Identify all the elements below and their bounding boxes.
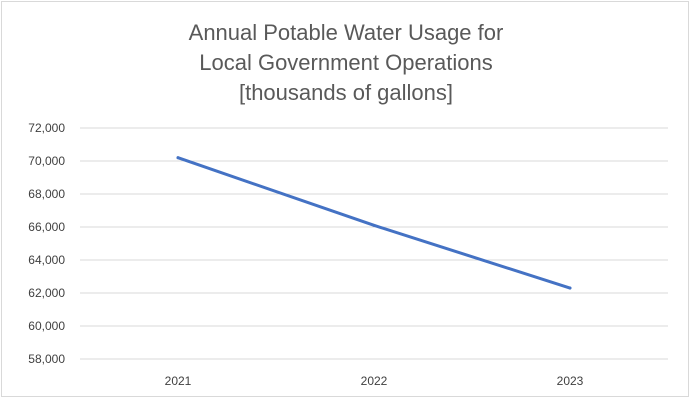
x-tick-label: 2022 <box>361 374 388 388</box>
y-tick-label: 62,000 <box>28 286 65 300</box>
chart-title: Annual Potable Water Usage for Local Gov… <box>0 18 692 108</box>
series-line <box>176 156 572 290</box>
y-tick-label: 58,000 <box>28 352 65 366</box>
chart-title-line-2: Local Government Operations <box>199 50 493 75</box>
x-tick-label: 2021 <box>165 374 192 388</box>
x-tick-label: 2023 <box>557 374 584 388</box>
y-tick-label: 66,000 <box>28 220 65 234</box>
chart-title-line-3: [thousands of gallons] <box>238 80 454 105</box>
data-point <box>372 223 376 227</box>
data-point <box>568 286 572 290</box>
y-tick-label: 64,000 <box>28 253 65 267</box>
chart-title-line-1: Annual Potable Water Usage for <box>188 20 504 45</box>
y-tick-label: 70,000 <box>28 154 65 168</box>
y-tick-label: 68,000 <box>28 187 65 201</box>
y-tick-label: 72,000 <box>28 121 65 135</box>
y-tick-label: 60,000 <box>28 319 65 333</box>
data-point <box>176 156 180 160</box>
